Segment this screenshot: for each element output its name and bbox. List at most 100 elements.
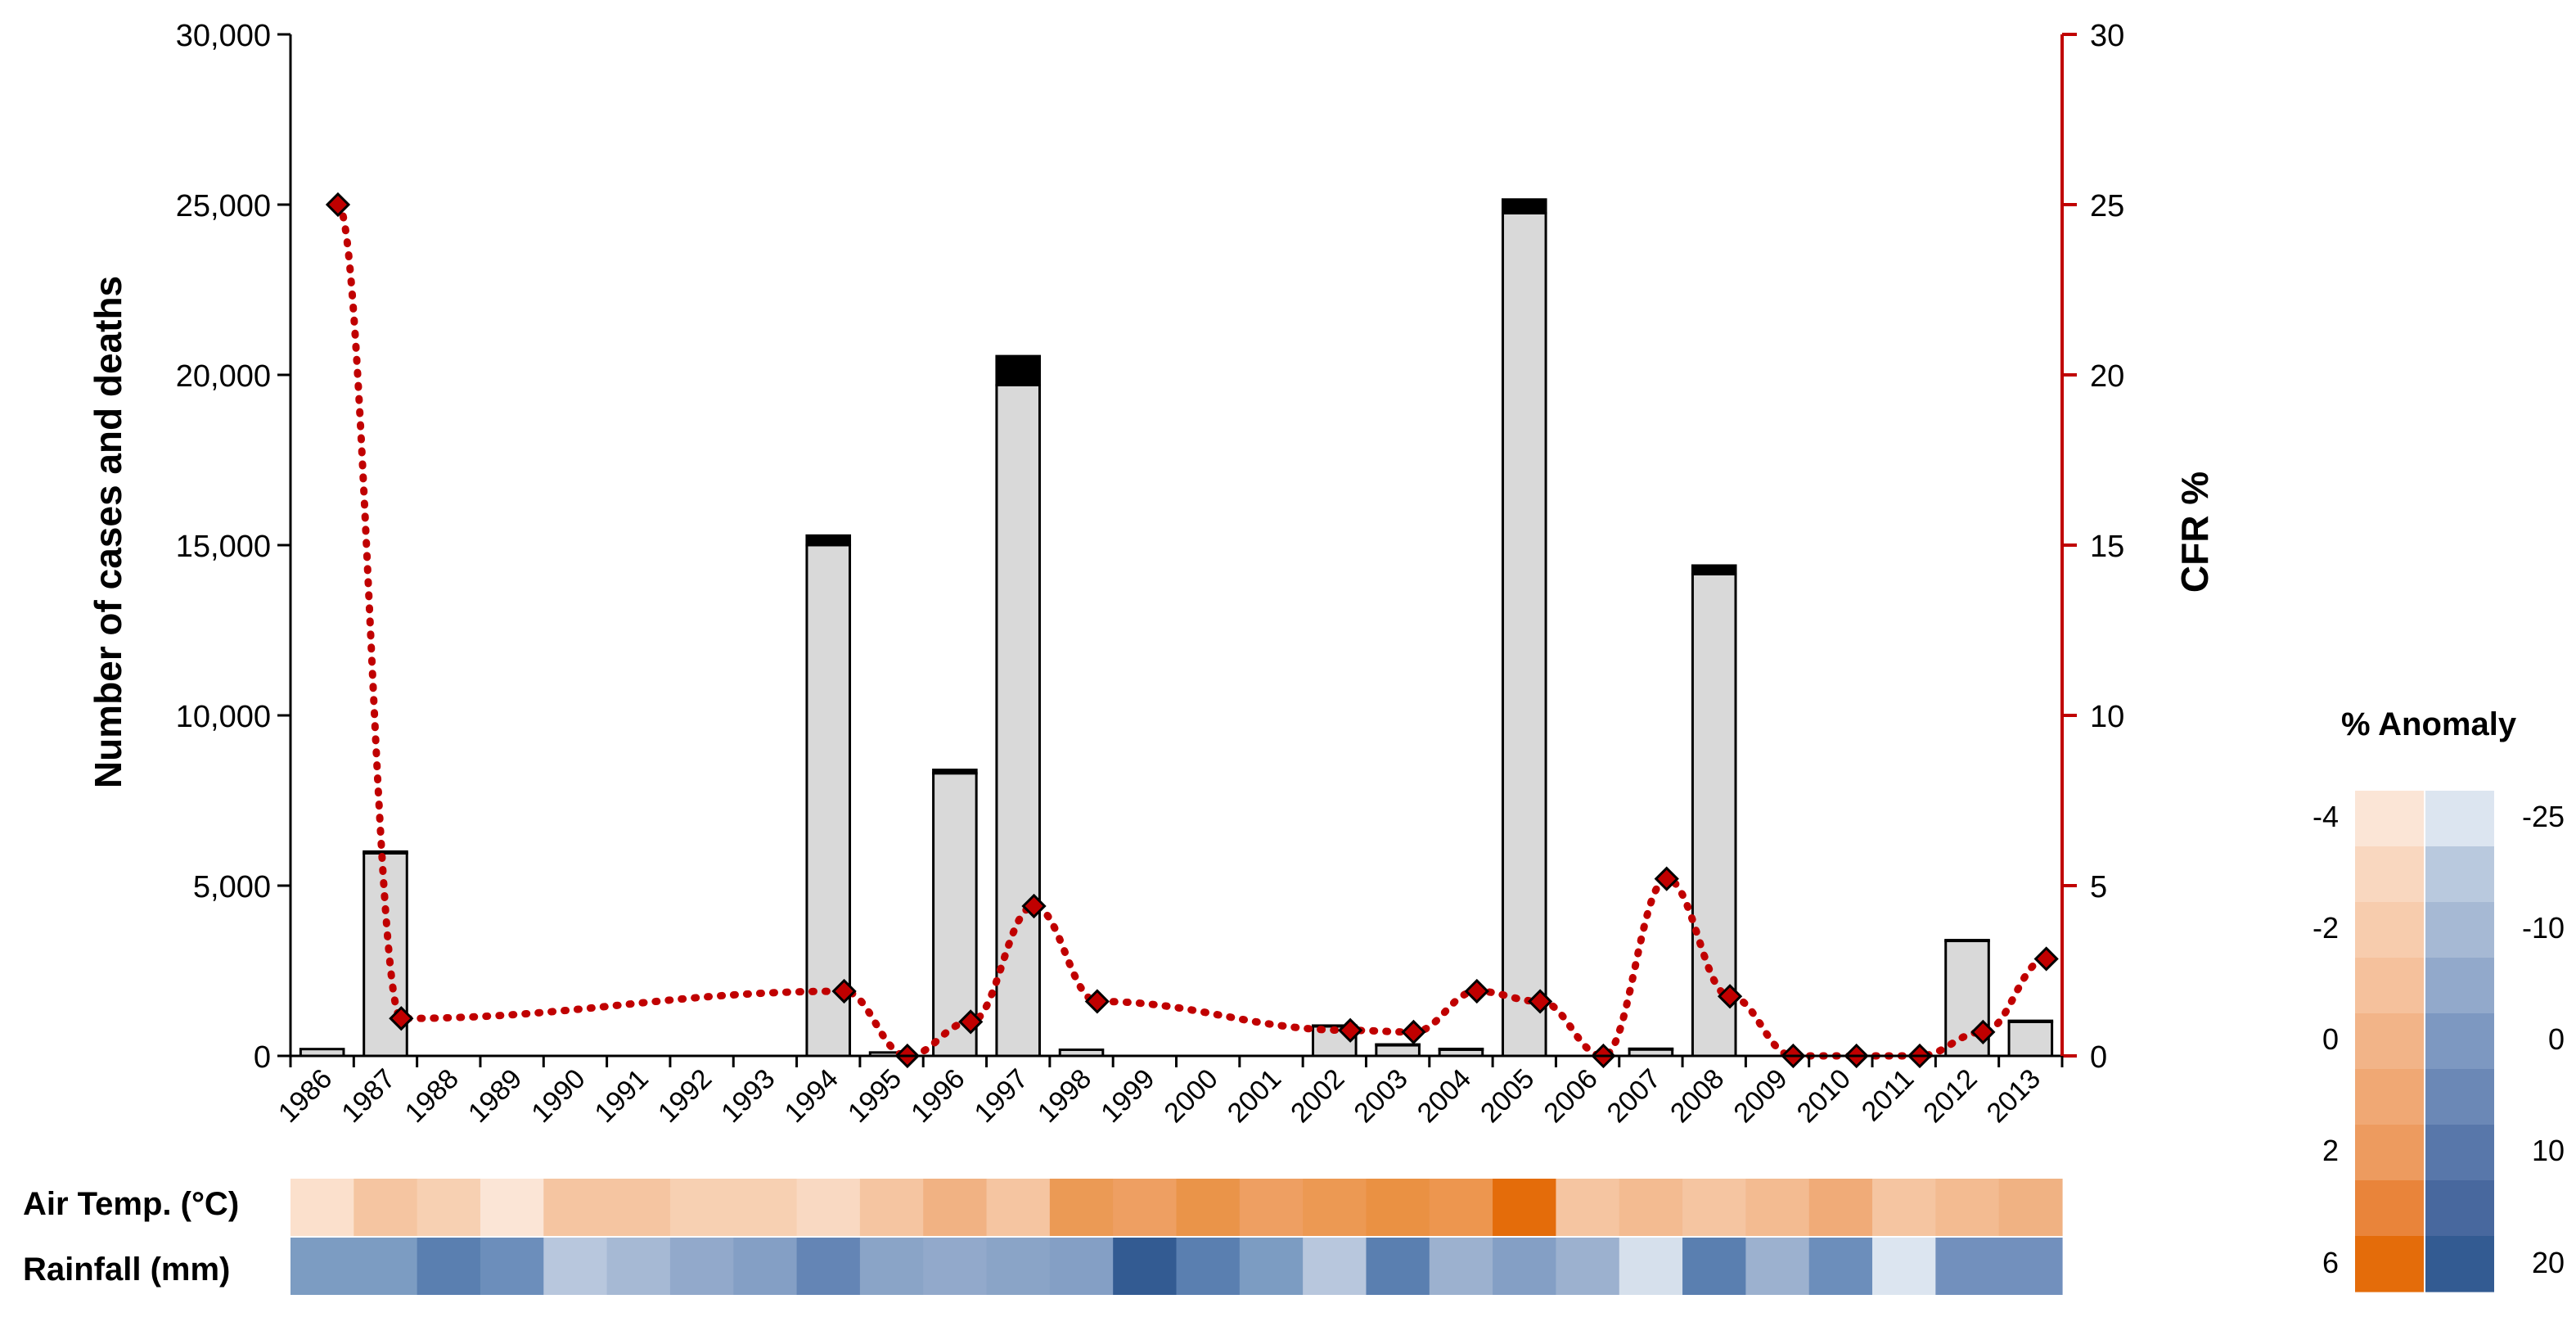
heatmap-cell-temp-2007 [1619,1179,1683,1236]
heatmap-cell-rain-2006 [1556,1238,1620,1295]
heatmap-cell-rain-2007 [1619,1238,1683,1295]
heatmap-cell-temp-2005 [1493,1179,1557,1236]
heatmap-cell-temp-2011 [1872,1179,1936,1236]
bar-cases-2005 [1501,211,1547,1058]
x-tick-label-1987: 1987 [336,1063,401,1129]
legend-temp-label-2: 0 [2322,1022,2339,1056]
bar-deaths-2008 [1691,564,1737,575]
x-tick-label-2006: 2006 [1538,1063,1603,1129]
x-tick-label-2007: 2007 [1601,1063,1667,1129]
y2-axis-title: CFR % [2173,471,2216,593]
legend-rain-swatch-6 [2425,1125,2494,1181]
cfr-point-1997 [1021,893,1047,919]
heatmap-cell-rain-1990 [543,1238,608,1295]
bar-deaths-1996 [932,769,978,775]
heatmap-cell-rain-1999 [1113,1238,1178,1295]
heatmap-cell-rain-1987 [354,1238,418,1295]
y2-tick-label-6: 30 [2090,19,2124,53]
heatmap-cell-temp-2010 [1808,1179,1873,1236]
heatmap-cell-rain-1994 [796,1238,861,1295]
x-tick-label-1999: 1999 [1095,1063,1160,1129]
y2-tick-label-5: 25 [2090,189,2124,223]
y-tick-label-0: 0 [254,1040,271,1075]
heatmap-cell-rain-1986 [290,1238,354,1295]
x-tick-label-1989: 1989 [462,1063,528,1129]
y2-tick-label-0: 0 [2090,1040,2107,1075]
x-tick-label-2009: 2009 [1727,1063,1793,1129]
x-tick-label-1997: 1997 [968,1063,1034,1129]
heatmap-cell-rain-2008 [1682,1238,1746,1295]
heatmap-cell-rain-1992 [669,1238,734,1295]
legend-temp-label-0: -4 [2313,800,2339,833]
heatmap-cell-temp-1992 [669,1179,734,1236]
heatmap-cell-rain-1998 [1049,1238,1114,1295]
heatmap-cell-rain-2009 [1745,1238,1810,1295]
heatmap-cell-temp-1999 [1113,1179,1178,1236]
heatmap-cell-rain-1989 [480,1238,544,1295]
bar-cases-2013 [2007,1020,2054,1058]
cfr-line-layer [325,192,2059,1069]
x-tick-label-2004: 2004 [1412,1063,1477,1129]
heatmap-cell-temp-2008 [1682,1179,1746,1236]
heatmap-cell-rain-2001 [1239,1238,1304,1295]
legend-rain-swatch-5 [2425,1069,2494,1125]
legend-rain-swatch-1 [2425,846,2494,903]
y-axis-title: Number of cases and deaths [87,276,129,788]
y2-tick-label-1: 5 [2090,870,2107,904]
legend-rain-label-1: -10 [2522,911,2565,945]
legend-temp-swatch-1 [2355,846,2424,903]
heatmap-cell-temp-1994 [796,1179,861,1236]
x-tick-label-2013: 2013 [1981,1063,2047,1129]
x-tick-label-2003: 2003 [1348,1063,1413,1129]
bar-deaths-2012 [1944,939,1990,943]
legend-temp-swatch-0 [2355,791,2424,847]
y-tick-label-1: 5,000 [193,870,271,904]
heatmap-cell-rain-2000 [1176,1238,1241,1295]
heatmap-cell-rain-1996 [923,1238,988,1295]
heatmap-cell-temp-1995 [859,1179,924,1236]
heatmap-cell-temp-1986 [290,1179,354,1236]
cfr-point-2012 [1970,1019,1996,1045]
cfr-series-line [334,201,2051,1060]
heatmap-cell-temp-2001 [1239,1179,1304,1236]
heatmap-cell-temp-2004 [1429,1179,1493,1236]
legend-temp-swatch-6 [2355,1125,2424,1181]
legend-rain-swatch-7 [2425,1180,2494,1237]
x-tick-label-2005: 2005 [1475,1063,1540,1129]
cfr-point-1986 [325,192,351,218]
heatmap-cell-temp-2003 [1366,1179,1430,1236]
x-tick-label-1996: 1996 [905,1063,971,1129]
heatmap-cell-temp-2000 [1176,1179,1241,1236]
legend-rain-swatch-2 [2425,902,2494,958]
x-tick-label-1988: 1988 [399,1063,465,1129]
cfr-point-1998 [1084,989,1110,1014]
heatmap-cell-temp-1997 [986,1179,1051,1236]
legend-temp-swatch-2 [2355,902,2424,958]
heatmap-cell-temp-1991 [606,1179,671,1236]
cfr-point-2003 [1401,1019,1426,1045]
bar-deaths-2013 [2007,1019,2054,1023]
x-tick-label-1992: 1992 [652,1063,718,1129]
y2-tick-label-4: 20 [2090,359,2124,394]
bar-deaths-1994 [805,534,852,547]
heatmap-cell-temp-2006 [1556,1179,1620,1236]
heatmap-cell-temp-1996 [923,1179,988,1236]
heatmap-cell-rain-2005 [1493,1238,1557,1295]
axes-layer: 0 5,000 10,000 15,000 20,000 25,000 30,000 0 5 10… [176,19,2125,1129]
legend-rain-swatch-3 [2425,958,2494,1014]
heatmap-cell-rain-1997 [986,1238,1051,1295]
legend-rain-label-2: 0 [2548,1022,2565,1056]
heatmap-cell-rain-1995 [859,1238,924,1295]
heatmap-cell-rain-2011 [1872,1238,1936,1295]
heatmap-row-label-air-temp: Air Temp. (°C) [23,1186,239,1222]
y-tick-label-3: 15,000 [176,530,271,564]
legend-rain-label-4: 20 [2532,1246,2565,1279]
cfr-point-2008 [1717,984,1743,1009]
x-tick-label-1990: 1990 [525,1063,591,1129]
x-tick-label-2001: 2001 [1222,1063,1287,1129]
heatmap-cell-rain-1991 [606,1238,671,1295]
legend-rain-swatch-8 [2425,1236,2494,1292]
heatmap-cell-rain-2012 [1935,1238,2000,1295]
